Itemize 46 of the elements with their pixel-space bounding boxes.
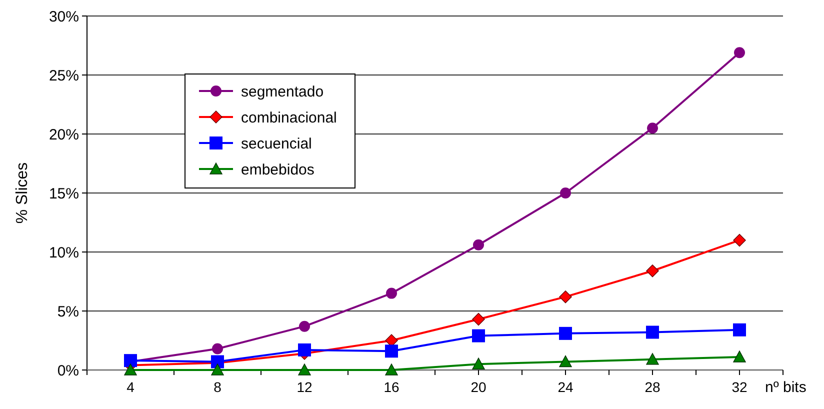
point xyxy=(734,47,745,58)
legend-label: embebidos xyxy=(241,161,314,178)
point xyxy=(385,344,398,358)
y-tick-label: 0% xyxy=(57,362,79,380)
point xyxy=(647,122,658,134)
x-tick-label: 16 xyxy=(384,379,400,395)
point xyxy=(646,353,659,365)
point xyxy=(472,358,485,370)
x-tick-label: 24 xyxy=(558,379,574,395)
point xyxy=(560,188,571,198)
point xyxy=(472,329,485,342)
x-tick-label: 8 xyxy=(214,379,222,395)
point xyxy=(212,343,223,354)
point xyxy=(473,239,484,250)
point xyxy=(472,312,485,326)
x-tick-label: 28 xyxy=(644,379,660,395)
point xyxy=(733,234,746,247)
point xyxy=(299,320,310,332)
x-tick-label: 20 xyxy=(470,379,486,395)
point xyxy=(733,350,746,362)
point xyxy=(386,288,397,299)
point xyxy=(646,264,659,278)
point xyxy=(733,323,746,336)
x-axis-title: nº bits xyxy=(765,379,806,396)
legend-label: secuencial xyxy=(241,135,312,152)
point xyxy=(646,326,659,339)
legend-label: combinacional xyxy=(241,109,337,126)
point xyxy=(559,355,572,368)
y-tick-label: 20% xyxy=(48,126,79,144)
point xyxy=(298,343,311,356)
x-tick-label: 12 xyxy=(296,379,312,395)
point xyxy=(298,364,311,376)
x-tick-label: 4 xyxy=(126,379,135,395)
y-tick-label: 10% xyxy=(48,244,79,262)
y-tick-label: 25% xyxy=(48,67,79,84)
y-tick-label: 30% xyxy=(48,8,79,26)
y-tick-label: 5% xyxy=(57,303,79,320)
point xyxy=(559,326,572,340)
point xyxy=(211,364,224,376)
point xyxy=(385,364,398,376)
point xyxy=(559,290,572,304)
point xyxy=(124,364,137,376)
y-axis-title: % Slices xyxy=(14,162,31,224)
legend-label: segmentado xyxy=(241,83,324,100)
y-tick-label: 15% xyxy=(48,185,79,202)
x-tick-label: 32 xyxy=(732,379,748,395)
